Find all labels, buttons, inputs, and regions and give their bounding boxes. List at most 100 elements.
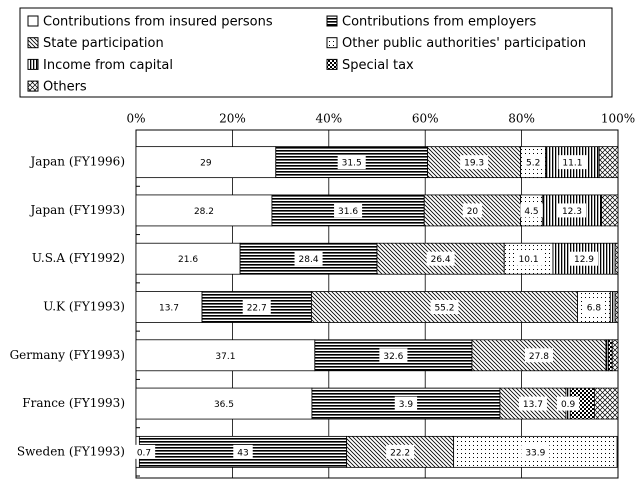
- x-tick-label: 80%: [508, 112, 535, 126]
- y-tick-label: U.S.A (FY1992): [32, 251, 125, 265]
- value-label: 21.6: [178, 255, 198, 265]
- value-label: 6.8: [587, 304, 602, 314]
- value-label-bg: [294, 251, 323, 266]
- value-label-bg: [557, 203, 586, 218]
- y-tick-label: Japan (FY1996): [29, 155, 126, 169]
- value-label-bg: [174, 251, 203, 266]
- plot: 0% 20% 40% 60% 80% 100% Japan (FY1996) Japan (F…: [10, 112, 635, 479]
- value-label: 43: [237, 448, 248, 458]
- bar-segment: [598, 146, 619, 179]
- x-tick-label: 40%: [315, 112, 342, 126]
- bar-segment: [611, 339, 619, 372]
- legend-label: Contributions from employers: [342, 15, 537, 30]
- value-label-bg: [209, 396, 238, 411]
- legend-swatch: [27, 15, 39, 27]
- legend-label: State participation: [43, 36, 164, 51]
- value-label-bg: [582, 300, 606, 314]
- y-tick-label: Japan (FY1993): [29, 203, 126, 217]
- legend-swatch: [27, 37, 39, 49]
- value-label-bg: [394, 396, 418, 411]
- value-label: 10.1: [519, 255, 539, 265]
- value-label-bg: [430, 300, 459, 314]
- value-label: 0.9: [561, 400, 576, 410]
- value-label-bg: [524, 348, 553, 363]
- value-label-bg: [558, 155, 587, 170]
- value-label-bg: [196, 155, 216, 170]
- value-label: 26.4: [431, 255, 451, 265]
- value-label: 0.7: [137, 448, 151, 458]
- bar-segment: [593, 387, 619, 420]
- value-label-bg: [518, 396, 547, 411]
- bar-segment: [601, 194, 619, 227]
- value-label-bg: [569, 251, 599, 266]
- value-label: 19.3: [464, 159, 484, 169]
- value-label-bg: [242, 300, 271, 314]
- legend-label: Income from capital: [43, 58, 173, 73]
- value-label: 37.1: [215, 352, 235, 362]
- x-tick-label: 60%: [412, 112, 439, 126]
- value-label-bg: [337, 155, 366, 170]
- value-label: 4.5: [524, 207, 538, 217]
- legend-label: Others: [43, 80, 87, 95]
- value-label-bg: [154, 300, 184, 314]
- legend: Contributions from insured persons Contri…: [27, 15, 586, 95]
- y-tick-label: France (FY1993): [22, 396, 125, 410]
- value-label-bg: [426, 251, 455, 266]
- value-label: 13.7: [523, 400, 543, 410]
- value-label-bg: [522, 155, 545, 170]
- legend-swatch: [326, 58, 338, 70]
- bar-segment: [609, 291, 616, 323]
- value-label-bg: [189, 203, 218, 218]
- value-label: 22.2: [390, 448, 410, 458]
- value-label-bg: [334, 203, 363, 218]
- value-label-bg: [520, 203, 543, 218]
- bar-segment: [614, 242, 619, 275]
- value-label-bg: [514, 251, 543, 266]
- legend-label: Special tax: [342, 58, 414, 73]
- value-label-bg: [386, 444, 415, 459]
- value-label: 3.9: [399, 400, 414, 410]
- value-label: 29: [200, 159, 212, 169]
- value-label: 13.7: [159, 304, 179, 314]
- value-label-bg: [521, 444, 550, 459]
- x-tick-label: 0%: [126, 112, 145, 126]
- value-label-bg: [460, 155, 489, 170]
- value-label-bg: [462, 203, 483, 218]
- legend-label: Contributions from insured persons: [43, 15, 273, 30]
- value-label: 22.7: [247, 304, 267, 314]
- value-label: 36.5: [214, 400, 234, 410]
- value-label: 28.4: [299, 255, 319, 265]
- value-label: 33.9: [525, 448, 545, 458]
- value-label-bg: [211, 348, 240, 363]
- value-label-bg: [379, 348, 408, 363]
- value-label: 27.8: [529, 352, 549, 362]
- bar-segment: [135, 387, 313, 420]
- x-tick-label: 100%: [601, 112, 635, 126]
- value-label: 32.6: [383, 352, 403, 362]
- value-label: 12.3: [562, 207, 582, 217]
- value-label: 20: [467, 207, 479, 217]
- value-label: 5.2: [526, 159, 540, 169]
- legend-swatch: [326, 37, 338, 49]
- value-label: 11.1: [562, 159, 582, 169]
- legend-box: [19, 7, 613, 98]
- value-label: 55.2: [434, 304, 454, 314]
- value-label-bg: [556, 396, 580, 411]
- value-label-bg: [132, 444, 156, 459]
- legend-swatch: [27, 58, 39, 70]
- value-label: 12.9: [574, 255, 594, 265]
- value-label: 31.6: [338, 207, 358, 217]
- y-tick-label: Germany (FY1993): [10, 348, 125, 362]
- legend-swatch: [27, 80, 39, 92]
- value-label: 31.5: [342, 159, 362, 169]
- y-tick-label: Sweden (FY1993): [17, 444, 125, 458]
- value-label-bg: [233, 444, 253, 459]
- y-tick-label: U.K (FY1993): [43, 300, 125, 314]
- legend-label: Other public authorities' participation: [342, 36, 586, 51]
- value-label: 28.2: [194, 207, 214, 217]
- legend-swatch: [326, 15, 338, 27]
- bar-segment: [471, 339, 607, 372]
- x-tick-label: 20%: [219, 112, 246, 126]
- bar-segment: [607, 339, 613, 372]
